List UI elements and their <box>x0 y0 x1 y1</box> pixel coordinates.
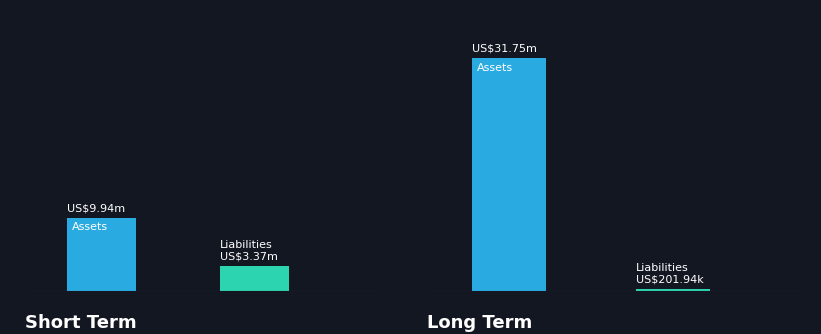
Bar <box>67 218 136 291</box>
Bar <box>220 266 290 291</box>
Text: Liabilities: Liabilities <box>220 239 273 249</box>
Text: Long Term: Long Term <box>427 314 532 332</box>
Text: US$9.94m: US$9.94m <box>67 203 125 213</box>
Text: US$3.37m: US$3.37m <box>220 251 278 261</box>
Bar <box>472 58 546 291</box>
Text: Assets: Assets <box>477 63 513 72</box>
Text: US$31.75m: US$31.75m <box>472 43 537 53</box>
Text: Liabilities: Liabilities <box>636 263 689 273</box>
Text: Short Term: Short Term <box>25 314 136 332</box>
Text: US$201.94k: US$201.94k <box>636 275 704 285</box>
Bar <box>636 289 710 291</box>
Text: Assets: Assets <box>71 222 108 232</box>
